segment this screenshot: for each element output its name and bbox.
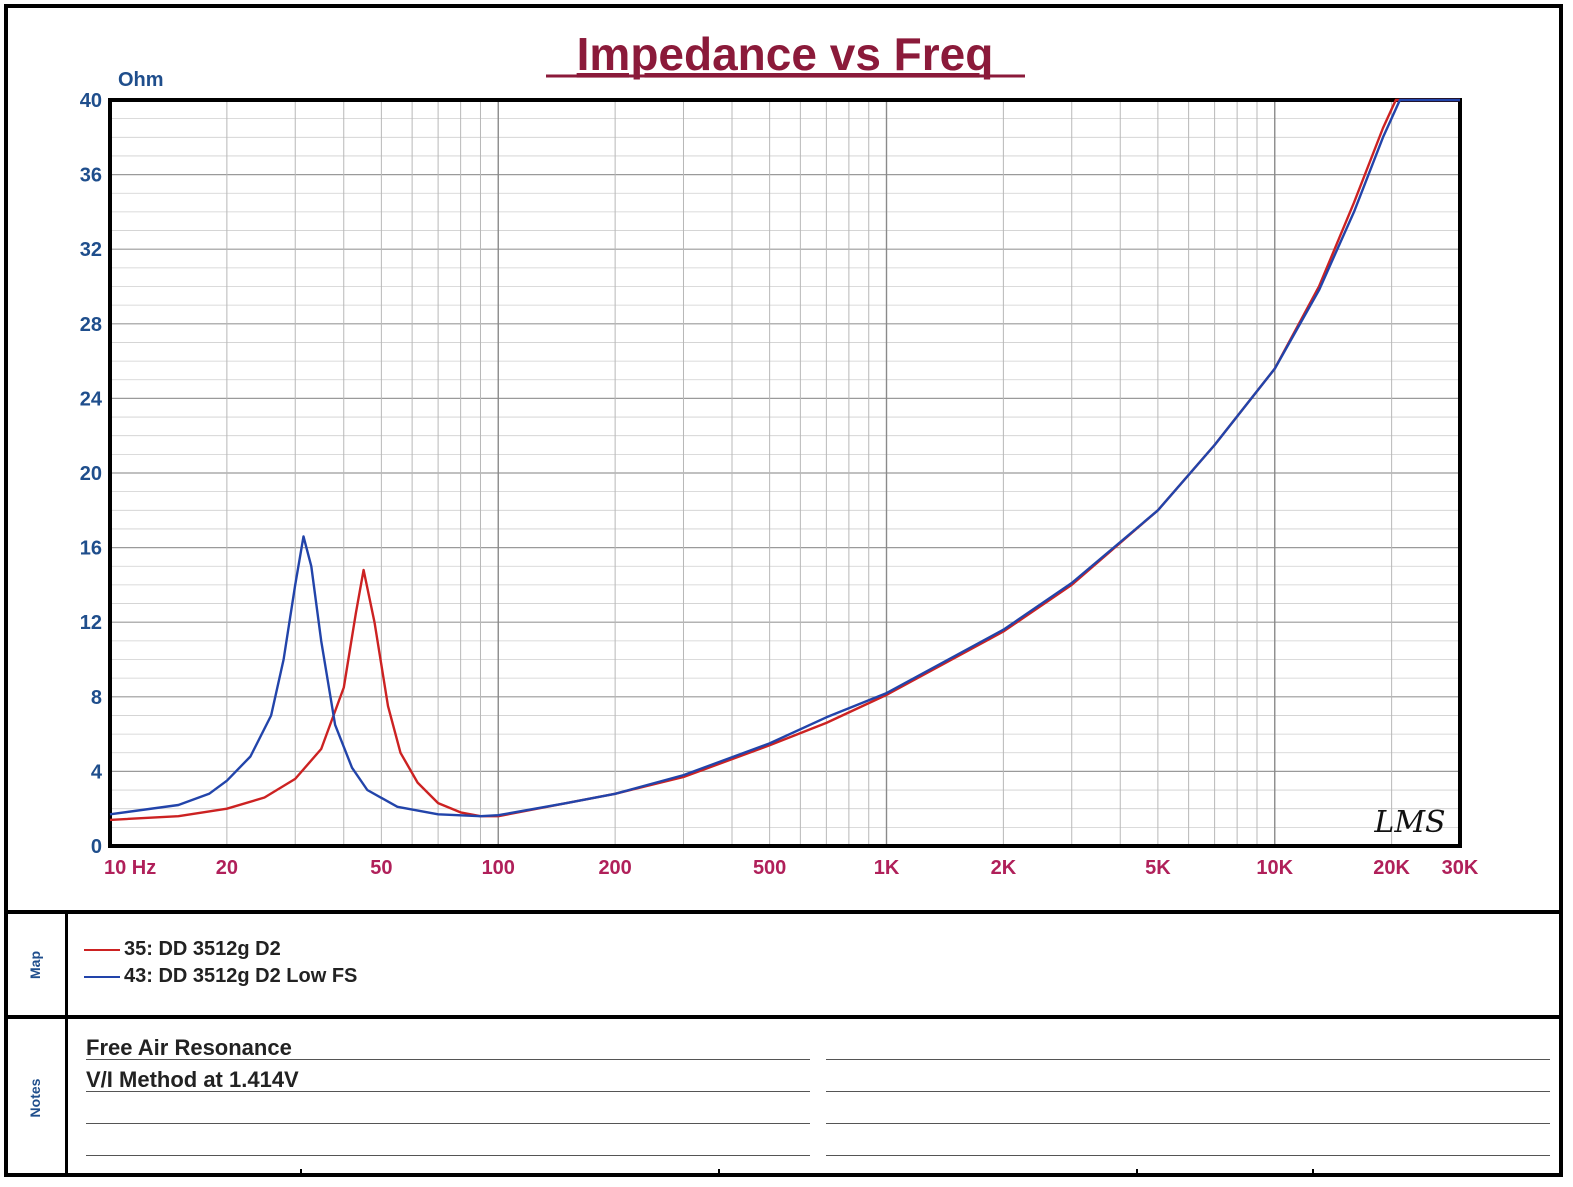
note-rule xyxy=(86,1123,810,1124)
x-tick-label: 1K xyxy=(874,857,900,879)
x-tick-label: 30K xyxy=(1442,857,1479,879)
legend-swatch-red xyxy=(84,948,120,951)
tick-layer: 0 4 8 12 16 20 24 28 32 36 40 10 Hz 20 50 100 200 500 1K 2… xyxy=(80,90,1479,879)
note-rule xyxy=(86,1091,810,1092)
chart-frame xyxy=(4,4,1563,1177)
notes-label: Notes xyxy=(26,1078,43,1118)
y-tick-label: 20 xyxy=(80,463,102,485)
y-tick-label: 40 xyxy=(80,90,102,112)
legend-label-35: 35: DD 3512g D2 xyxy=(124,938,281,960)
map-label: Map xyxy=(26,951,43,979)
map-label-box: Map xyxy=(4,914,68,1016)
x-tick-label: 10K xyxy=(1256,857,1293,879)
y-tick-label: 16 xyxy=(80,538,102,560)
x-tick-label: 10 Hz xyxy=(104,857,156,879)
note-rule xyxy=(826,1155,1550,1156)
y-tick-label: 8 xyxy=(91,687,102,709)
plot-area xyxy=(108,98,1462,848)
y-axis-label: Ohm xyxy=(118,69,164,91)
x-tick-label: 2K xyxy=(991,857,1017,879)
y-tick-label: 36 xyxy=(80,165,102,187)
x-tick-label: 20K xyxy=(1373,857,1410,879)
y-tick-label: 0 xyxy=(91,836,102,858)
legend-label-43: 43: DD 3512g D2 Low FS xyxy=(124,965,358,987)
legend-item-35: 35: DD 3512g D2 xyxy=(84,938,281,961)
bottom-tick xyxy=(300,1169,302,1177)
bottom-tick xyxy=(1136,1169,1138,1177)
note-line-1: Free Air Resonance xyxy=(86,1035,292,1060)
y-tick-label: 28 xyxy=(80,314,102,336)
bottom-tick xyxy=(1312,1169,1314,1177)
y-tick-label: 12 xyxy=(80,612,102,634)
x-tick-label: 5K xyxy=(1145,857,1171,879)
note-rule xyxy=(826,1123,1550,1124)
y-tick-label: 32 xyxy=(80,239,102,261)
lms-watermark: LMS xyxy=(1373,805,1445,840)
note-rule xyxy=(826,1091,1550,1092)
note-rule xyxy=(86,1155,810,1156)
map-panel: Map 35: DD 3512g D2 43: DD 3512g D2 Low … xyxy=(4,910,1563,1016)
y-tick-label: 24 xyxy=(80,388,103,410)
series-layer xyxy=(109,98,1460,822)
notes-label-box: Notes xyxy=(4,1019,68,1177)
bottom-tick xyxy=(718,1169,720,1177)
x-tick-label: 500 xyxy=(753,857,786,879)
note-rule xyxy=(826,1059,1550,1060)
y-tick-label: 4 xyxy=(91,761,103,783)
series-line-1 xyxy=(109,98,1460,822)
impedance-chart: 0 4 8 12 16 20 24 28 32 36 40 10 Hz 20 50 100 200 500 1K 2… xyxy=(80,28,1479,879)
notes-panel: Notes Free Air Resonance V/I Method at 1… xyxy=(4,1015,1563,1177)
series-line-2 xyxy=(109,98,1460,818)
x-tick-label: 100 xyxy=(482,857,515,879)
note-line-2: V/I Method at 1.414V xyxy=(86,1067,299,1092)
chart-title: Impedance vs Freq xyxy=(577,28,994,80)
grid-layer xyxy=(109,99,1461,847)
x-tick-label: 50 xyxy=(370,857,392,879)
x-tick-label: 200 xyxy=(598,857,631,879)
legend-item-43: 43: DD 3512g D2 Low FS xyxy=(84,965,357,988)
note-rule xyxy=(86,1059,810,1060)
x-tick-label: 20 xyxy=(216,857,238,879)
legend-swatch-blue xyxy=(84,975,120,978)
